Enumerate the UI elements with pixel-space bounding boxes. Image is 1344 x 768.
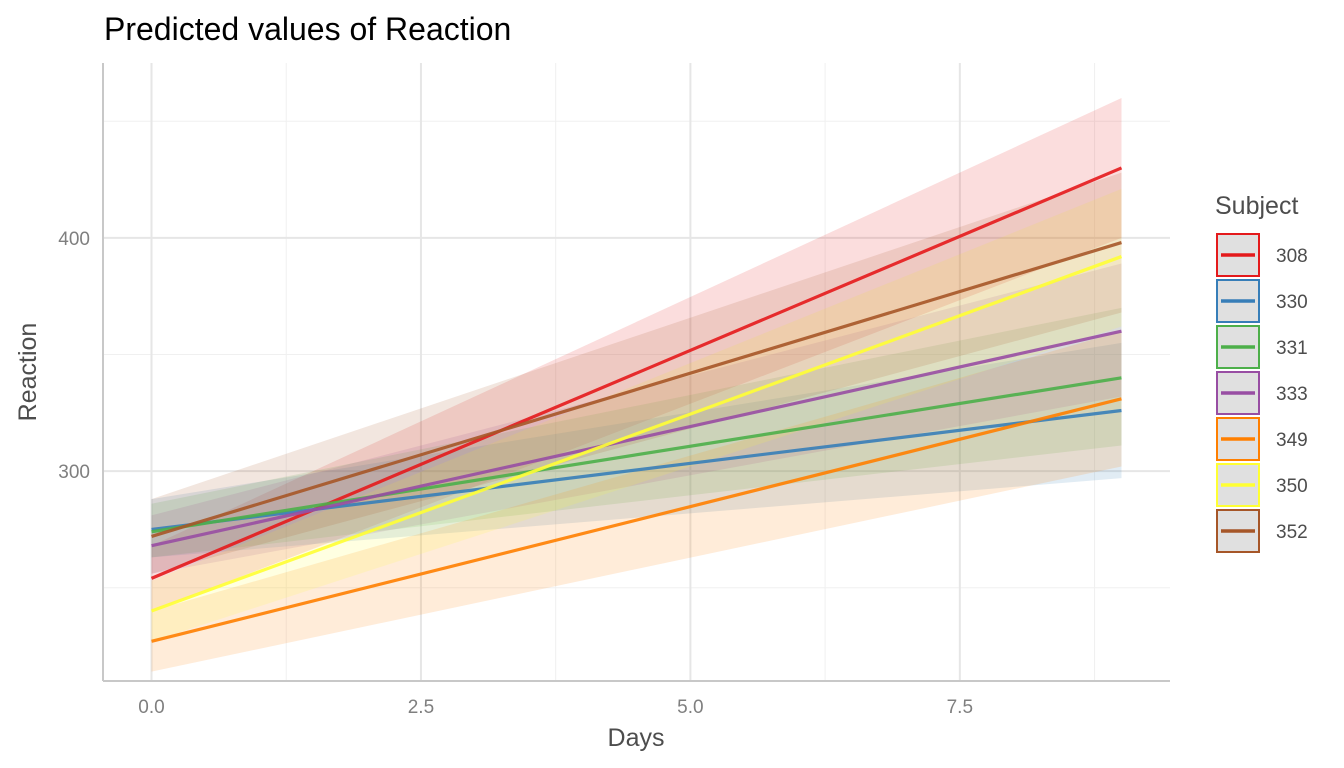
x-tick-label: 0.0 (138, 697, 164, 718)
legend-item-331: 331 (1216, 325, 1308, 369)
x-tick-label: 2.5 (408, 697, 434, 718)
legend-label: 350 (1276, 476, 1308, 497)
legend-label: 349 (1276, 430, 1308, 451)
x-tick-label: 7.5 (947, 697, 973, 718)
confidence-band-350 (151, 188, 1122, 642)
confidence-bands (151, 97, 1122, 672)
y-tick-label: 400 (58, 229, 90, 250)
legend-item-330: 330 (1216, 279, 1308, 323)
minor-gridlines (103, 63, 1170, 681)
legend-item-349: 349 (1216, 417, 1308, 461)
legend-item-350: 350 (1216, 463, 1308, 507)
legend-item-333: 333 (1216, 371, 1308, 415)
series-line-331 (151, 376, 1122, 534)
series-line-352 (151, 241, 1122, 538)
major-gridlines (103, 63, 1170, 681)
legend: 308 330 331 333 349 350 352 (1216, 233, 1308, 553)
confidence-band-333 (151, 263, 1122, 574)
legend-label: 333 (1276, 384, 1308, 405)
confidence-band-308 (151, 97, 1122, 612)
axes (102, 63, 1170, 682)
x-axis-title: Days (608, 724, 665, 752)
legend-title: Subject (1215, 192, 1298, 220)
chart-title: Predicted values of Reaction (104, 11, 511, 47)
y-axis-title: Reaction (14, 323, 42, 422)
x-tick-label: 5.0 (677, 697, 703, 718)
legend-label: 330 (1276, 292, 1308, 313)
legend-label: 308 (1276, 246, 1308, 267)
legend-label: 352 (1276, 522, 1308, 543)
x-tick-labels: 0.0 2.5 5.0 7.5 (138, 697, 973, 718)
series-line-350 (150, 255, 1123, 613)
series-line-349 (151, 397, 1122, 643)
confidence-band-330 (151, 342, 1122, 558)
series-line-333 (151, 329, 1122, 548)
legend-item-308: 308 (1216, 233, 1308, 277)
y-tick-labels: 300 400 (58, 229, 90, 483)
y-tick-label: 300 (58, 462, 90, 483)
legend-label: 331 (1276, 338, 1308, 359)
prediction-lines (150, 166, 1123, 643)
legend-item-352: 352 (1216, 509, 1308, 553)
